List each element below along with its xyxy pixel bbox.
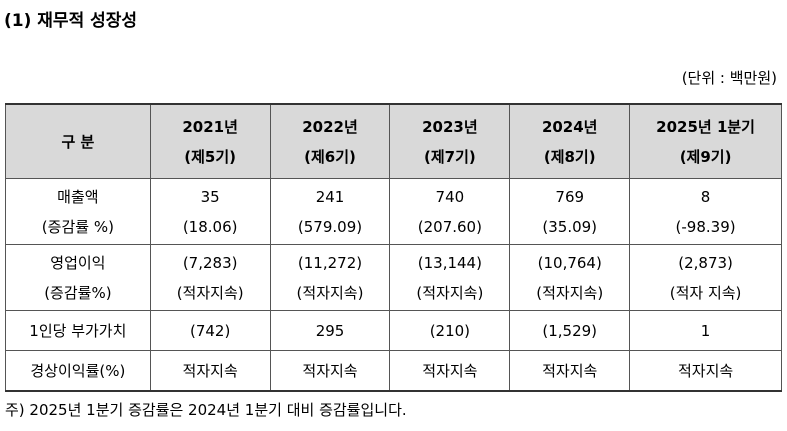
cell-line: (207.60) (417, 217, 482, 236)
table-cell: 2024년 (제8기) (509, 103, 631, 179)
cell-line: 2023년 (422, 117, 478, 136)
table-cell: (210) (389, 310, 511, 351)
cell-line: (10,764) (537, 253, 602, 272)
cell-line: (증감률%) (44, 283, 112, 302)
section-title: (1) 재무적 성장성 (4, 11, 138, 31)
cell-line: 2024년 (541, 117, 598, 136)
cell-line: (증감률 %) (41, 217, 114, 236)
table-cell: (2,873) (적자 지속) (629, 244, 782, 311)
cell-line: 740 (435, 187, 465, 206)
table-cell: 2021년 (제5기) (149, 103, 271, 179)
table-cell: 적자지속 (629, 350, 782, 392)
cell-line: (적자지속) (296, 283, 364, 302)
table-cell: 매출액 (증감률 %) (5, 178, 151, 245)
cell-line: 8 (700, 187, 711, 206)
table-cell: 영업이익 (증감률%) (5, 244, 151, 311)
cell-line: 241 (315, 187, 345, 206)
cell-line: 적자지속 (542, 361, 598, 380)
cell-line: (13,144) (417, 253, 482, 272)
table-cell: (742) (149, 310, 271, 351)
table-row: 1인당 부가가치 (742) 295 (210) (1,529) 1 (5, 310, 782, 351)
cell-line: 2022년 (302, 117, 358, 136)
cell-line: (35.09) (542, 217, 598, 236)
table-cell: (13,144) (적자지속) (389, 244, 511, 311)
table-cell: (7,283) (적자지속) (149, 244, 271, 311)
cell-line: (제6기) (304, 147, 356, 166)
cell-line: (2,873) (678, 253, 733, 272)
cell-line: (제7기) (423, 147, 476, 166)
cell-line: (제9기) (679, 147, 732, 166)
cell-line: 매출액 (57, 187, 99, 206)
footnote: 주) 2025년 1분기 증감률은 2024년 1분기 대비 증감률입니다. (5, 401, 407, 419)
table-cell: 740 (207.60) (389, 178, 511, 245)
table-cell: 2023년 (제7기) (389, 103, 511, 179)
cell-line: (적자지속) (536, 283, 604, 302)
table-cell: 1인당 부가가치 (5, 310, 151, 351)
table-row: 매출액 (증감률 %) 35 (18.06) 241 (579.09) 740 (207.60… (5, 178, 782, 245)
cell-line: 1인당 부가가치 (29, 321, 127, 340)
table-cell: 적자지속 (509, 350, 631, 392)
financial-table: 구 분 2021년 (제5기) 2022년 (제6기) 2023년 (제7기) 2024년 (제… (5, 103, 782, 392)
table-cell: 경상이익률(%) (5, 350, 151, 392)
cell-line: (18.06) (182, 217, 238, 236)
cell-line: 1 (700, 321, 711, 340)
table-cell: 적자지속 (269, 350, 391, 392)
cell-line: (적자지속) (176, 283, 244, 302)
cell-line: 2025년 1분기 (656, 117, 755, 136)
cell-line: (11,272) (297, 253, 363, 272)
table-cell: 295 (269, 310, 391, 351)
cell-line: (제8기) (543, 147, 596, 166)
cell-line: (적자 지속) (669, 283, 742, 302)
cell-line: (1,529) (542, 321, 598, 340)
table-cell: (10,764) (적자지속) (509, 244, 631, 311)
cell-line: 적자지속 (182, 361, 238, 380)
table-cell: 241 (579.09) (269, 178, 391, 245)
cell-line: (579.09) (297, 217, 363, 236)
cell-line: (7,283) (182, 253, 238, 272)
table-body: 매출액 (증감률 %) 35 (18.06) 241 (579.09) 740 (207.60… (5, 178, 782, 392)
table-header: 구 분 2021년 (제5기) 2022년 (제6기) 2023년 (제7기) 2024년 (제… (5, 103, 782, 179)
table-cell: (11,272) (적자지속) (269, 244, 391, 311)
unit-label: (단위 : 백만원) (681, 69, 777, 87)
table-cell: 구 분 (5, 103, 151, 179)
table-cell: 2025년 1분기 (제9기) (629, 103, 782, 179)
header-row: 구 분 2021년 (제5기) 2022년 (제6기) 2023년 (제7기) 2024년 (제… (5, 103, 782, 179)
cell-line: 769 (555, 187, 585, 206)
cell-line: 구 분 (61, 132, 95, 151)
cell-line: 영업이익 (50, 253, 106, 272)
table-cell: 35 (18.06) (149, 178, 271, 245)
cell-line: 295 (315, 321, 345, 340)
cell-line: 적자지속 (422, 361, 478, 380)
cell-line: (210) (429, 321, 471, 340)
table-row: 영업이익 (증감률%) (7,283) (적자지속) (11,272) (적자지속) (13… (5, 244, 782, 311)
table-cell: 적자지속 (149, 350, 271, 392)
table-cell: (1,529) (509, 310, 631, 351)
cell-line: (-98.39) (675, 217, 736, 236)
cell-line: 적자지속 (677, 361, 734, 380)
table-cell: 적자지속 (389, 350, 511, 392)
table-row: 경상이익률(%) 적자지속 적자지속 적자지속 적자지속 적자지속 (5, 350, 782, 392)
cell-line: (742) (189, 321, 231, 340)
table-cell: 1 (629, 310, 782, 351)
cell-line: (제5기) (184, 147, 237, 166)
cell-line: 35 (200, 187, 220, 206)
cell-line: 2021년 (182, 117, 238, 136)
cell-line: (적자지속) (416, 283, 484, 302)
cell-line: 경상이익률(%) (30, 361, 126, 380)
table-cell: 769 (35.09) (509, 178, 631, 245)
table-cell: 8 (-98.39) (629, 178, 782, 245)
cell-line: 적자지속 (302, 361, 358, 380)
table-cell: 2022년 (제6기) (269, 103, 391, 179)
